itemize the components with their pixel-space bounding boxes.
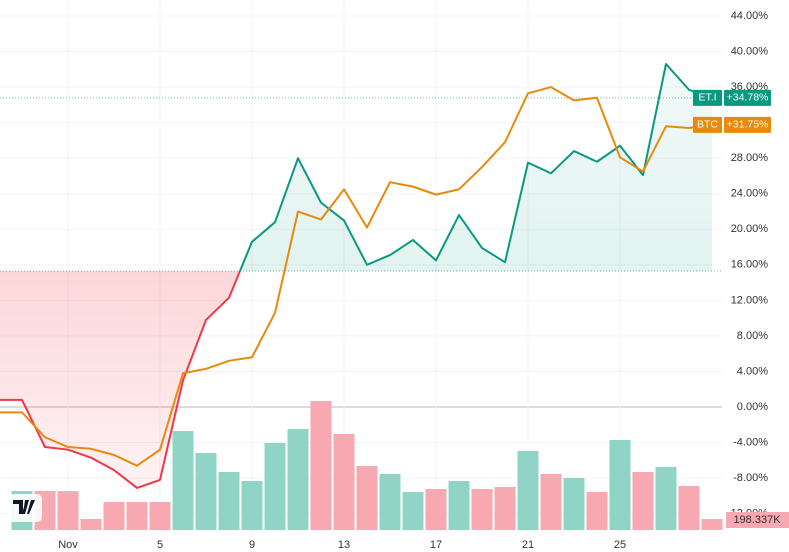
series-tag	[693, 89, 722, 106]
series-name: BTC	[697, 119, 718, 131]
volume-bar	[356, 466, 378, 530]
volume-bar	[471, 489, 493, 530]
volume-bar	[563, 478, 585, 530]
x-tick-label: 21	[522, 539, 534, 551]
y-tick-label: 20.00%	[731, 223, 769, 235]
volume-bar	[241, 481, 263, 530]
series-name: ET.I	[698, 92, 716, 104]
volume-bar	[678, 486, 700, 530]
x-tick-label: 25	[614, 539, 626, 551]
volume-bar	[264, 443, 286, 530]
volume-bar	[287, 429, 309, 530]
last-value-tag	[724, 89, 771, 106]
y-tick-label: 28.00%	[731, 152, 769, 164]
volume-bar	[517, 451, 539, 530]
x-tick-label: 5	[157, 539, 163, 551]
volume-bar	[701, 518, 723, 530]
y-tick-label: 16.00%	[731, 259, 769, 271]
series-line	[0, 62, 713, 489]
volume-bar	[540, 474, 562, 530]
volume-label: 198.337K	[733, 514, 781, 526]
volume-bar	[218, 472, 240, 530]
y-tick-label: 0.00%	[737, 401, 768, 413]
volume-bar	[172, 431, 194, 530]
series-tag	[693, 116, 722, 133]
volume-bar	[586, 492, 608, 530]
x-tick-label: 17	[430, 539, 442, 551]
y-tick-label: 12.00%	[731, 294, 769, 306]
volume-bar	[57, 491, 79, 530]
y-tick-label: 8.00%	[737, 330, 768, 342]
volume	[11, 401, 723, 530]
x-tick-label: Nov	[58, 539, 78, 551]
y-tick-label: 24.00%	[731, 188, 769, 200]
volume-bar	[333, 434, 355, 530]
axis: 44.00%40.00%36.00%32.00%28.00%24.00%20.0…	[58, 10, 789, 551]
y-tick-label: -8.00%	[733, 472, 768, 484]
x-tick-label: 13	[338, 539, 350, 551]
volume-bar	[379, 474, 401, 530]
volume-bar	[149, 502, 171, 530]
volume-bar	[103, 502, 125, 530]
y-tick-label: 44.00%	[731, 10, 769, 22]
volume-bar	[126, 502, 148, 530]
last-value-tag	[724, 116, 771, 133]
x-tick-label: 9	[249, 539, 255, 551]
volume-bar	[402, 492, 424, 530]
volume-bar	[632, 472, 654, 530]
logo	[8, 494, 42, 522]
volume-bar	[655, 467, 677, 530]
volume-bar	[448, 481, 470, 530]
volume-tag	[726, 512, 789, 528]
series-line	[0, 86, 713, 467]
volume-bar	[310, 401, 332, 530]
volume-bar	[195, 453, 217, 530]
volume-bar	[80, 519, 102, 530]
volume-bar	[425, 489, 447, 530]
last-value-label: +34.78%	[727, 92, 769, 104]
last-value-label: +31.75%	[727, 119, 769, 131]
lines	[0, 62, 722, 489]
baseline-area	[0, 63, 712, 488]
y-tick-label: -4.00%	[733, 436, 768, 448]
volume-bar	[609, 440, 631, 530]
y-tick-label: 4.00%	[737, 365, 768, 377]
y-tick-label: 40.00%	[731, 45, 769, 57]
volume-bar	[494, 487, 516, 530]
